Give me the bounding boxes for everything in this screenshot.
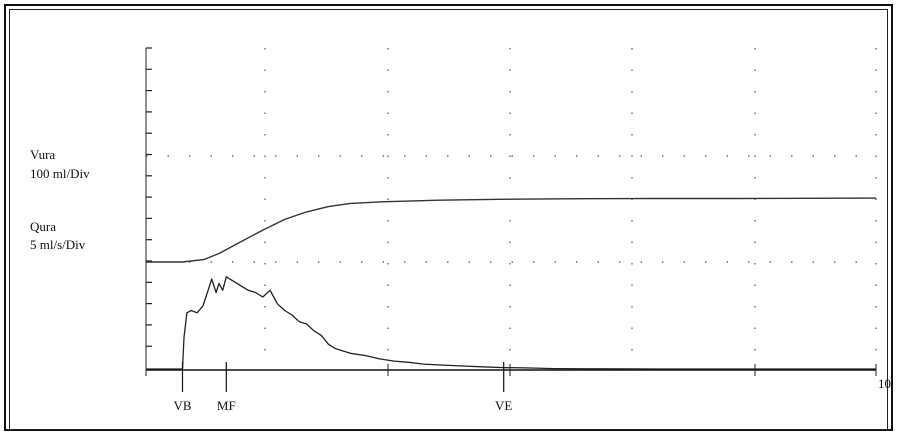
chart-axes: 10	[145, 47, 891, 391]
marker-label-mf: MF	[217, 398, 236, 413]
volume-channel-scale: 100 ml/Div	[30, 166, 90, 181]
x-axis-end-label: 10	[878, 376, 891, 391]
series-line-vura	[146, 197, 877, 263]
marker-label-ve: VE	[495, 398, 512, 413]
flow-channel-name: Qura	[30, 219, 56, 234]
volume-channel-name: Vura	[30, 147, 56, 162]
series-line-qura	[146, 276, 876, 370]
outer-frame	[4, 4, 893, 431]
marker-label-vb: VB	[173, 398, 191, 413]
chart-series	[146, 197, 877, 370]
chart-markers: VB MF VE	[173, 362, 512, 413]
inner-frame	[9, 9, 888, 430]
flow-channel-scale: 5 ml/s/Div	[30, 237, 86, 252]
chart-grid	[146, 48, 877, 368]
